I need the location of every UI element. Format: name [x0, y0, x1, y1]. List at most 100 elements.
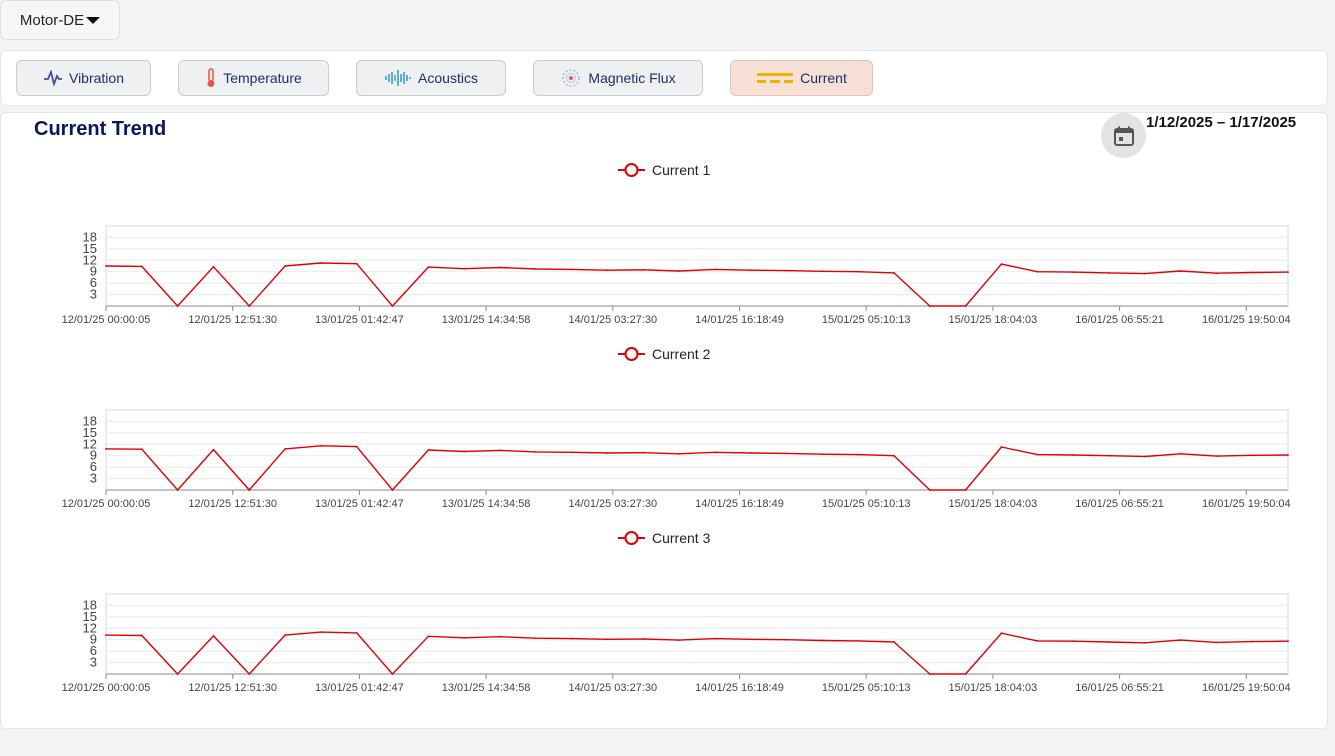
- x-tick-label: 14/01/25 16:18:49: [695, 498, 784, 510]
- x-tick-label: 12/01/25 12:51:30: [188, 314, 277, 326]
- data-point: [714, 268, 716, 271]
- data-point: [821, 270, 824, 273]
- data-point: [1143, 272, 1146, 275]
- series-line-current-1: [105, 262, 1289, 307]
- data-point: [176, 673, 179, 675]
- data-point: [785, 269, 788, 272]
- data-point: [1215, 455, 1218, 457]
- data-point: [1251, 640, 1254, 643]
- y-tick-label: 9: [90, 632, 97, 647]
- x-tick-label: 16/01/25 19:50:04: [1202, 682, 1291, 694]
- data-point: [320, 444, 322, 447]
- data-point: [1215, 272, 1218, 275]
- data-point: [606, 638, 609, 641]
- data-point: [857, 453, 860, 456]
- data-point: [463, 636, 466, 639]
- data-point: [1108, 272, 1110, 274]
- x-tick-label: 14/01/25 16:18:49: [695, 314, 784, 326]
- data-point: [1287, 454, 1289, 456]
- y-tick-label: 3: [90, 655, 97, 670]
- data-point: [212, 265, 215, 268]
- data-point: [1143, 641, 1146, 644]
- x-tick-label: 15/01/25 18:04:03: [949, 682, 1038, 694]
- legend: Current 2: [618, 346, 711, 362]
- x-tick-label: 14/01/25 16:18:49: [695, 682, 784, 694]
- data-point: [1036, 640, 1039, 642]
- data-point: [821, 639, 824, 642]
- data-point: [320, 631, 322, 633]
- data-point: [714, 451, 716, 454]
- tab-label: Vibration: [68, 70, 124, 86]
- data-point: [499, 449, 501, 452]
- data-point: [642, 638, 645, 640]
- data-point: [1179, 452, 1182, 455]
- data-point: [248, 489, 251, 491]
- data-point: [893, 454, 895, 457]
- data-point: [284, 634, 286, 636]
- x-tick-label: 14/01/25 03:27:30: [568, 498, 657, 510]
- data-point: [642, 268, 645, 271]
- data-point: [105, 448, 107, 450]
- tab-magnetic-flux[interactable]: Magnetic Flux: [533, 60, 703, 96]
- x-tick-label: 15/01/25 18:04:03: [949, 498, 1038, 510]
- y-tick-label: 18: [83, 597, 97, 612]
- y-tick-label: 3: [90, 287, 97, 302]
- current-icon: [756, 71, 794, 85]
- data-point: [1287, 271, 1289, 273]
- tab-label: Temperature: [223, 70, 302, 86]
- y-tick-label: 12: [83, 252, 97, 267]
- data-point: [570, 268, 573, 271]
- data-point: [212, 448, 215, 451]
- data-point: [391, 489, 394, 491]
- x-tick-label: 13/01/25 14:34:58: [442, 682, 531, 694]
- legend-marker: [624, 163, 639, 177]
- tab-temperature[interactable]: Temperature: [178, 60, 329, 96]
- data-point: [140, 265, 143, 268]
- legend-label: Current 2: [652, 346, 711, 362]
- x-tick-label: 16/01/25 06:55:21: [1075, 682, 1164, 694]
- legend-label: Current 1: [652, 162, 711, 178]
- data-point: [749, 638, 752, 641]
- data-point: [212, 635, 215, 637]
- date-picker-button[interactable]: [1101, 113, 1146, 158]
- x-tick-label: 12/01/25 12:51:30: [188, 682, 277, 694]
- data-point: [1072, 454, 1074, 456]
- data-point: [1000, 632, 1003, 635]
- data-point: [964, 305, 967, 307]
- asset-dropdown[interactable]: Motor-DE: [0, 0, 120, 40]
- x-tick-label: 13/01/25 14:34:58: [442, 498, 531, 510]
- data-point: [1072, 271, 1074, 273]
- data-point: [678, 452, 680, 455]
- data-point: [570, 637, 573, 640]
- magnet-icon: [560, 67, 582, 89]
- x-tick-label: 13/01/25 14:34:58: [442, 314, 531, 326]
- data-point: [534, 451, 537, 453]
- y-tick-label: 9: [90, 264, 97, 279]
- x-tick-label: 14/01/25 03:27:30: [568, 682, 657, 694]
- sound-wave-icon: [384, 69, 412, 87]
- tab-current[interactable]: Current: [730, 60, 873, 96]
- data-point: [1251, 271, 1254, 274]
- data-point: [355, 262, 358, 265]
- y-tick-label: 3: [90, 471, 97, 486]
- x-tick-label: 13/01/25 01:42:47: [315, 682, 404, 694]
- data-point: [355, 445, 358, 448]
- tab-acoustics[interactable]: Acoustics: [356, 60, 506, 96]
- data-point: [785, 452, 788, 455]
- x-tick-label: 15/01/25 18:04:03: [949, 314, 1038, 326]
- data-point: [248, 305, 251, 307]
- data-point: [1000, 446, 1003, 448]
- data-point: [606, 269, 609, 272]
- data-point: [391, 305, 394, 307]
- data-point: [893, 641, 895, 643]
- tab-label: Magnetic Flux: [588, 70, 676, 86]
- data-point: [893, 272, 895, 274]
- tab-vibration[interactable]: Vibration: [16, 60, 151, 96]
- data-point: [499, 266, 501, 269]
- data-point: [1215, 641, 1218, 644]
- data-point: [1036, 453, 1039, 456]
- series-line-current-3: [105, 631, 1289, 675]
- x-tick-label: 12/01/25 00:00:05: [62, 314, 151, 326]
